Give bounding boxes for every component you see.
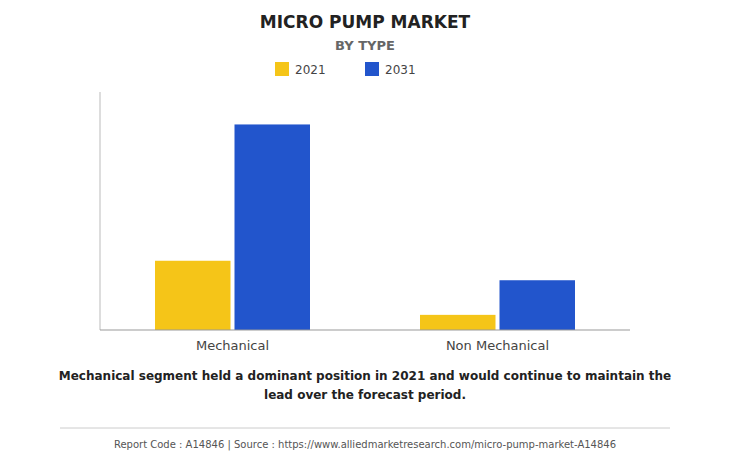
subtitle: BY TYPE	[335, 38, 395, 53]
bars	[155, 124, 575, 330]
x-tick-label: Non Mechanical	[446, 338, 549, 353]
y-axis-line	[100, 92, 101, 330]
legend-swatch	[275, 62, 289, 76]
footer-rule	[60, 428, 670, 429]
legend-swatch	[365, 62, 379, 76]
bar	[235, 124, 311, 330]
legend: 2021 2031	[275, 62, 416, 77]
legend-label: 2031	[385, 63, 416, 77]
legend-label: 2021	[295, 63, 326, 77]
bar	[420, 315, 496, 330]
footer: Report Code : A14846 | Source : https://…	[114, 439, 616, 451]
chart: MICRO PUMP MARKET BY TYPE 2021 2031 Mechanic…	[0, 0, 730, 473]
bar	[155, 261, 231, 330]
bar	[500, 280, 576, 330]
x-tick-label: Mechanical	[196, 338, 269, 353]
annotation: Mechanical segment held a dominant posit…	[59, 369, 671, 402]
x-axis-line	[100, 330, 630, 331]
title: MICRO PUMP MARKET	[260, 12, 471, 32]
